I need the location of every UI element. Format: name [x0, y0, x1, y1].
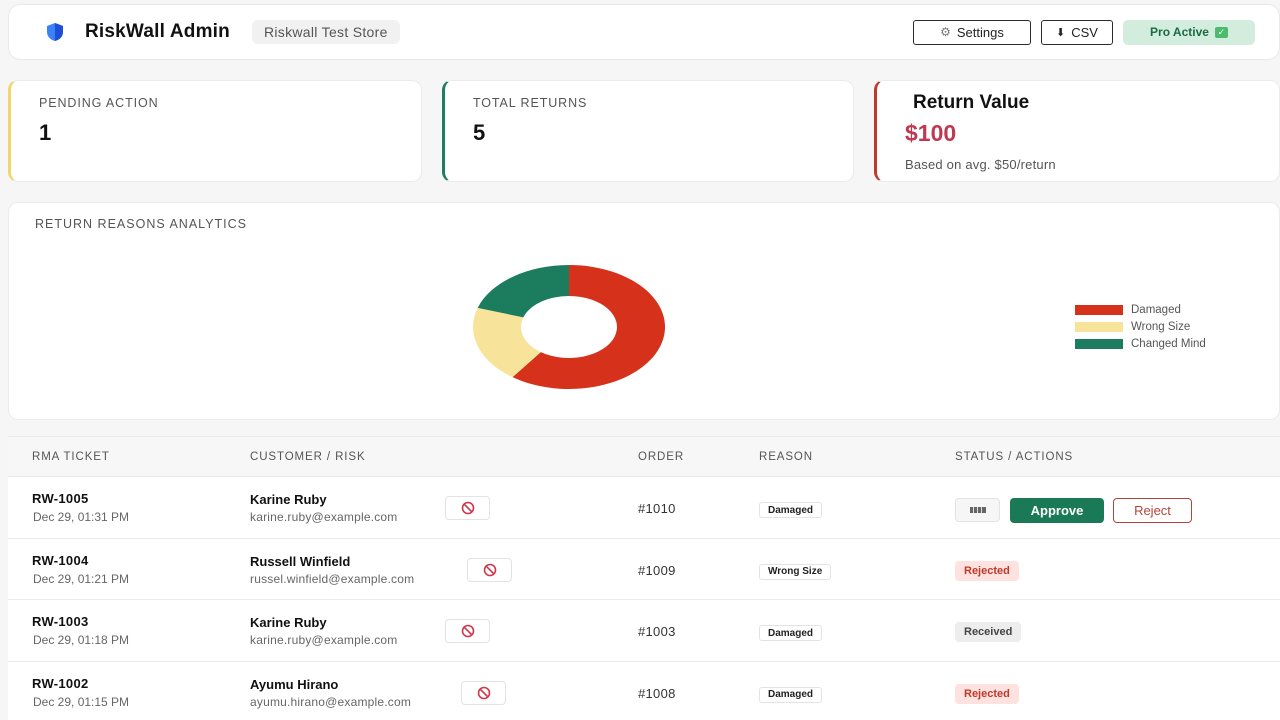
- return-value-note: Based on avg. $50/return: [905, 157, 1056, 172]
- ticket-id: RW-1002: [32, 675, 89, 691]
- pro-label: Pro Active: [1150, 25, 1209, 39]
- status-badge: Rejected: [955, 560, 1019, 581]
- label-icon-button[interactable]: [955, 498, 1000, 522]
- ticket-date: Dec 29, 01:31 PM: [33, 510, 130, 524]
- header-order: ORDER: [638, 451, 685, 463]
- header-reason: REASON: [759, 451, 813, 463]
- ticket-date: Dec 29, 01:21 PM: [33, 571, 130, 586]
- customer-email: ayumu.hirano@example.com: [250, 694, 412, 709]
- barcode-icon: [969, 507, 986, 513]
- return-reasons-analytics: RETURN REASONS ANALYTICS Damaged Wrong Si…: [8, 202, 1280, 420]
- total-value: 5: [473, 120, 486, 145]
- donut-chart: [473, 265, 665, 389]
- return-value-title: Return Value: [913, 92, 1030, 113]
- block-icon: [477, 686, 490, 699]
- customer-name: Russell Winfield: [250, 553, 351, 569]
- legend-swatch: [1075, 321, 1123, 332]
- block-customer-button[interactable]: [467, 557, 512, 582]
- table-header: RMA TICKET CUSTOMER / RISK ORDER REASON …: [8, 437, 1280, 477]
- top-header: RiskWall Admin Riskwall Test Store ⚙ Set…: [8, 4, 1280, 60]
- header-status: STATUS / ACTIONS: [955, 451, 1074, 463]
- legend-label: Wrong Size: [1131, 320, 1191, 333]
- order-number: #1003: [638, 624, 676, 639]
- customer-email: karine.ruby@example.com: [250, 633, 398, 647]
- legend-swatch: [1075, 304, 1123, 315]
- settings-button[interactable]: ⚙ Settings: [913, 19, 1031, 45]
- block-icon: [461, 501, 474, 515]
- reject-button[interactable]: Reject: [1113, 498, 1192, 523]
- block-customer-button[interactable]: [461, 680, 506, 705]
- ticket-id: RW-1005: [32, 491, 89, 506]
- table-row: RW-1002 Dec 29, 01:15 PM Ayumu Hirano ay…: [8, 662, 1280, 720]
- legend-item: Changed Mind: [1075, 335, 1206, 352]
- analytics-title: RETURN REASONS ANALYTICS: [35, 217, 248, 231]
- reason-badge: Damaged: [759, 502, 823, 518]
- table-row: RW-1005 Dec 29, 01:31 PM Karine Ruby kar…: [8, 477, 1280, 539]
- ticket-date: Dec 29, 01:18 PM: [33, 633, 130, 647]
- pending-label: PENDING ACTION: [39, 96, 159, 110]
- csv-download-button[interactable]: ⬇ CSV: [1041, 19, 1113, 45]
- reason-badge: Damaged: [759, 686, 823, 703]
- customer-name: Karine Ruby: [250, 492, 327, 507]
- block-icon: [461, 624, 474, 638]
- donut-slice-damaged: [512, 265, 665, 389]
- order-number: #1010: [638, 501, 676, 516]
- settings-label: Settings: [956, 24, 1004, 40]
- download-arrow-icon: ⬇: [1056, 26, 1066, 39]
- csv-label: CSV: [1071, 24, 1098, 40]
- table-row: RW-1004 Dec 29, 01:21 PM Russell Winfiel…: [8, 539, 1280, 600]
- legend-item: Damaged: [1075, 301, 1206, 318]
- order-number: #1008: [638, 685, 676, 701]
- customer-email: russel.winfield@example.com: [250, 571, 415, 586]
- ticket-id: RW-1003: [32, 614, 89, 629]
- block-customer-button[interactable]: [445, 619, 490, 643]
- customer-name: Ayumu Hirano: [250, 676, 339, 692]
- chart-legend: Damaged Wrong Size Changed Mind: [1075, 301, 1206, 352]
- status-badge: Rejected: [955, 683, 1019, 704]
- donut-slice-wrong-size: [473, 307, 541, 378]
- legend-swatch: [1075, 338, 1123, 349]
- store-name-badge: Riskwall Test Store: [251, 20, 400, 44]
- returns-table: RMA TICKET CUSTOMER / RISK ORDER REASON …: [8, 436, 1280, 720]
- legend-label: Damaged: [1131, 303, 1181, 316]
- app-title: RiskWall Admin: [85, 21, 230, 42]
- pro-status-badge: Pro Active ✓: [1123, 19, 1255, 45]
- total-label: TOTAL RETURNS: [473, 96, 588, 110]
- gear-icon: ⚙: [940, 25, 951, 39]
- legend-label: Changed Mind: [1131, 337, 1206, 350]
- return-value-amount: $100: [905, 120, 957, 146]
- check-icon: ✓: [1214, 26, 1228, 38]
- table-row: RW-1003 Dec 29, 01:18 PM Karine Ruby kar…: [8, 600, 1280, 662]
- reason-badge: Damaged: [759, 625, 823, 641]
- approve-button[interactable]: Approve: [1010, 498, 1104, 523]
- order-number: #1009: [638, 562, 676, 578]
- legend-item: Wrong Size: [1075, 318, 1206, 335]
- header-customer: CUSTOMER / RISK: [250, 451, 366, 463]
- ticket-id: RW-1004: [32, 552, 89, 568]
- customer-email: karine.ruby@example.com: [250, 510, 398, 524]
- ticket-date: Dec 29, 01:15 PM: [33, 694, 130, 709]
- block-customer-button[interactable]: [445, 496, 490, 520]
- reason-badge: Wrong Size: [759, 563, 832, 580]
- donut-slice-changed-mind: [477, 265, 569, 318]
- status-badge: Received: [955, 622, 1022, 642]
- pending-value: 1: [39, 120, 52, 145]
- header-ticket: RMA TICKET: [32, 451, 110, 463]
- pending-action-card: PENDING ACTION 1: [8, 80, 422, 182]
- return-value-card: Return Value $100 Based on avg. $50/retu…: [874, 80, 1280, 182]
- shield-logo-icon: [47, 23, 63, 41]
- total-returns-card: TOTAL RETURNS 5: [442, 80, 854, 182]
- block-icon: [483, 563, 496, 576]
- customer-name: Karine Ruby: [250, 615, 327, 630]
